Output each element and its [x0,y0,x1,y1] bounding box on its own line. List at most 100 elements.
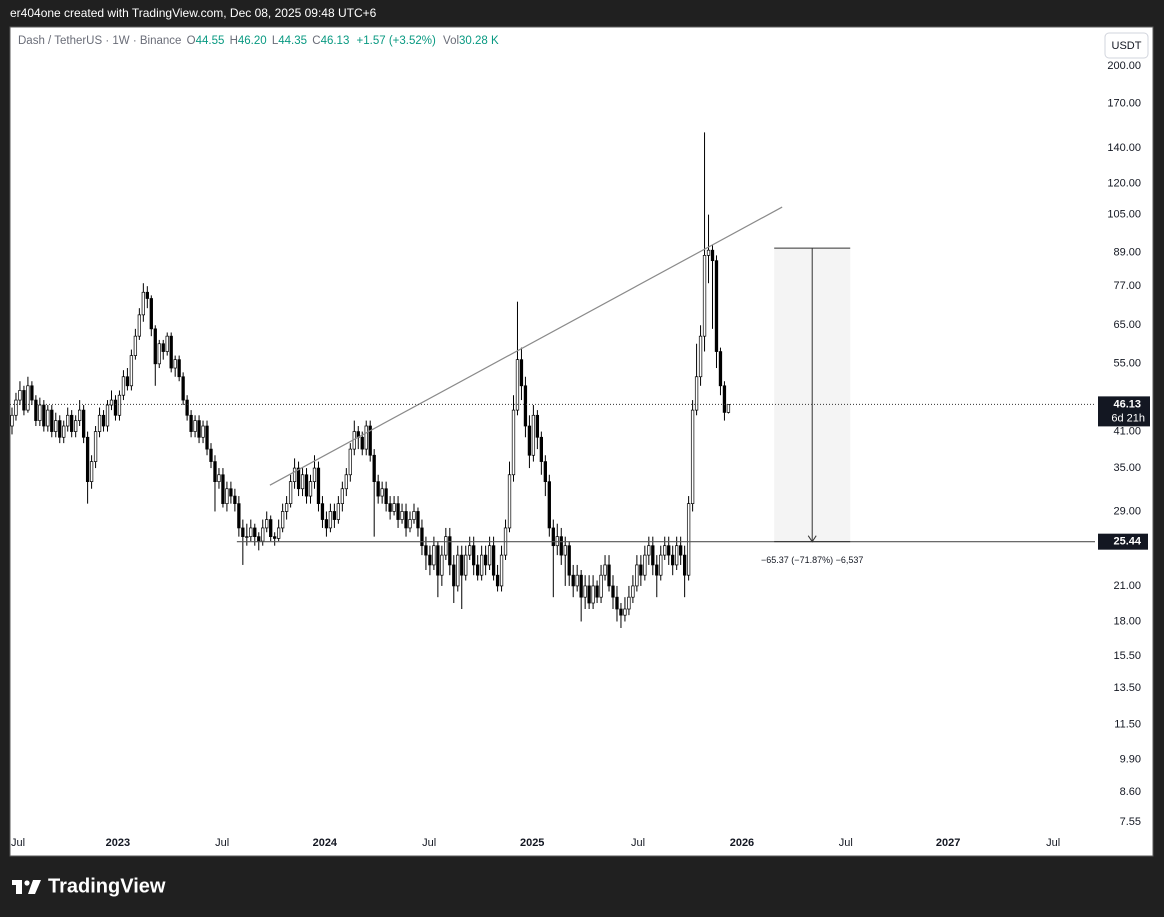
candle-body [392,503,396,512]
candle-body [280,511,285,529]
candle-body [647,545,651,556]
candle-body [105,404,110,427]
y-tick-label: 89.00 [1113,247,1141,259]
candle-body [62,425,66,438]
candle-body [440,554,444,576]
last-price-bg [1098,396,1150,427]
candle-body [245,536,249,538]
candle-body [635,564,639,587]
candle-body [85,436,90,483]
candle-body [543,461,547,483]
candle-body [125,376,130,387]
candle-body [81,409,86,438]
candle-body [54,420,58,432]
legend-key: Vol [443,35,459,47]
candle-body [137,314,142,337]
candle-body [432,545,436,566]
x-tick-label: Jul [1046,837,1060,849]
candle-body [563,545,567,556]
candle-body [452,564,456,587]
candle-body [428,554,432,566]
candle-body [527,425,532,456]
candle-body [575,574,579,587]
candle-body [531,414,536,456]
candle-body [157,343,161,365]
candle-body [22,390,26,411]
candle-body [460,554,464,576]
candle-body [185,399,189,416]
candle-body [579,574,583,598]
candle-body [26,385,30,411]
candle-body [165,335,169,352]
candle-body [253,527,257,538]
currency[interactable]: USDT [1112,40,1142,52]
candle-body [78,409,82,421]
candle-body [639,564,643,576]
candle-body [456,554,460,587]
candle-body [682,554,687,576]
candle-body [599,574,603,598]
candle-body [213,461,217,483]
candle-body [269,519,273,538]
candle-body [360,436,364,450]
candle-body [292,467,297,483]
y-tick-label: 35.00 [1113,462,1141,474]
currency-button[interactable] [1104,32,1149,59]
candle-body [261,527,265,542]
candle-body [400,511,404,520]
candle-body [129,355,134,387]
legend-symbol: Dash / TetherUS · 1W · Binance [18,35,181,47]
candle-body [328,511,333,529]
candle-body [197,420,201,438]
candle-body [117,394,122,416]
candle-body [686,503,691,576]
candle-body [694,376,699,411]
y-tick-label: 77.00 [1113,280,1141,292]
y-tick-label: 105.00 [1107,209,1141,221]
candle-body [257,536,261,542]
candle-body [217,474,221,483]
legend-value: 44.35 [278,35,307,47]
candle-body [388,503,392,512]
candle-body [34,399,38,421]
brand-logo [12,880,41,894]
candle-body [372,454,376,483]
candle-body [424,545,428,556]
candle-body [667,545,671,556]
countdown: 6d 21h [1111,412,1145,424]
candle-body [312,467,317,483]
candle-body [416,511,420,529]
candle-body [476,564,480,576]
candle-body [583,585,587,598]
candle-body [336,503,341,520]
candle-body [499,554,504,587]
candle-body [547,481,551,529]
candle-body [535,414,540,438]
candle-body [571,574,575,587]
candle-body [448,536,452,566]
candle-body [567,545,571,576]
chart-area [9,26,1154,857]
candle-body [611,585,615,598]
x-tick-label: Jul [215,837,229,849]
candle-body [491,545,496,576]
candle-body [316,467,321,504]
x-tick-label: 2025 [520,837,544,849]
y-tick-label: 41.00 [1113,425,1141,437]
measure-arrowhead [807,535,817,543]
candle-body [201,425,205,438]
candle-body [153,328,157,365]
candle-body [412,511,416,520]
candle-body [643,554,647,576]
candle-body [675,545,679,566]
candle-body [93,431,98,462]
page-header: er404one created with TradingView.com, D… [10,6,377,20]
candle-body [18,390,22,401]
candle-body [671,554,675,566]
price-label: 25.44 [1113,536,1141,548]
candle-body [519,359,524,387]
candle-body [559,536,563,556]
candle-body [344,474,348,490]
x-tick-label: Jul [839,837,853,849]
